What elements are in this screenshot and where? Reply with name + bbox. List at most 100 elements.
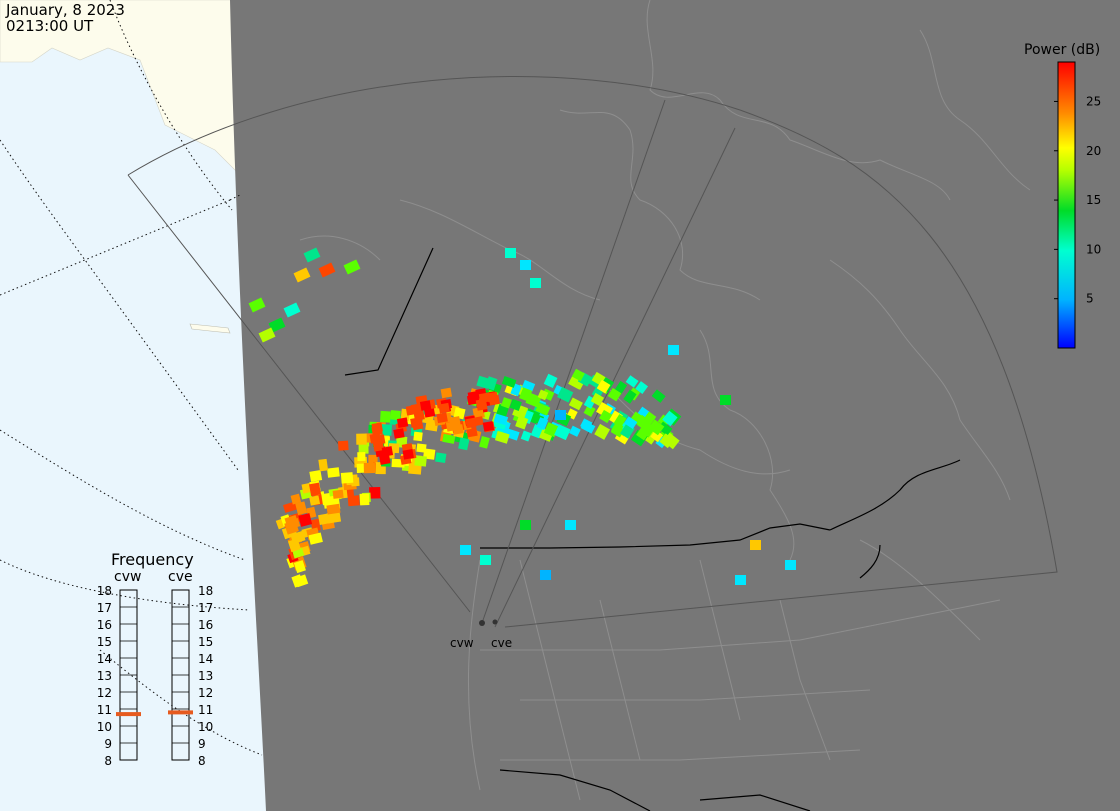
backscatter-cell <box>284 520 299 535</box>
backscatter-cell <box>520 520 531 530</box>
backscatter-cell <box>636 426 651 441</box>
backscatter-cell <box>258 327 276 343</box>
backscatter-cell <box>536 417 549 431</box>
backscatter-cell <box>357 452 366 462</box>
backscatter-cell <box>442 433 456 444</box>
frequency-scale-label: 9 <box>104 737 112 751</box>
colorbar-gradient <box>1057 61 1076 349</box>
aleutian-island <box>189 323 231 334</box>
frequency-label-cve: cve <box>168 569 193 585</box>
backscatter-cell <box>308 532 323 545</box>
frequency-scale-label: 9 <box>198 737 206 751</box>
backscatter-cell <box>381 446 394 457</box>
backscatter-cell <box>295 501 308 516</box>
backscatter-cell <box>520 430 532 442</box>
radar-site-marker-cve <box>492 619 498 625</box>
frequency-scale-label: 18 <box>198 584 213 598</box>
backscatter-cell <box>494 430 510 444</box>
backscatter-cell <box>369 486 381 499</box>
backscatter-cell <box>482 421 495 432</box>
backscatter-cell <box>413 431 423 442</box>
backscatter-cell <box>596 379 611 394</box>
backscatter-cell <box>372 441 385 452</box>
backscatter-cell <box>379 454 391 465</box>
backscatter-cell <box>480 555 491 565</box>
backscatter-cell <box>785 560 796 570</box>
backscatter-cell <box>659 433 675 449</box>
backscatter-cell <box>326 511 342 524</box>
frequency-indicator-cve <box>168 710 193 715</box>
backscatter-cell <box>337 440 349 451</box>
backscatter-cell <box>347 495 360 507</box>
backscatter-cell <box>479 436 490 449</box>
backscatter-cell <box>309 482 322 497</box>
frequency-scale-label: 13 <box>97 669 112 683</box>
colorbar-tick-label: 10 <box>1086 242 1101 256</box>
backscatter-cell <box>460 545 471 555</box>
backscatter-cell <box>509 398 522 411</box>
backscatter-cell <box>452 424 464 435</box>
backscatter-cell <box>540 570 551 580</box>
backscatter-cell <box>318 262 336 278</box>
backscatter-cell <box>543 373 558 389</box>
backscatter-cell <box>515 415 529 430</box>
frequency-scale-label: 10 <box>97 720 112 734</box>
backscatter-cell <box>501 397 512 409</box>
backscatter-cell <box>662 410 678 427</box>
frequency-scale-label: 15 <box>198 635 213 649</box>
backscatter-cell <box>623 416 638 429</box>
backscatter-cell <box>293 267 311 283</box>
radar-site-marker-cvw <box>479 620 485 626</box>
frequency-title: Frequency <box>111 550 194 569</box>
colorbar-tick-label: 15 <box>1086 193 1101 207</box>
backscatter-cell <box>476 400 488 411</box>
geographic-outlines <box>299 0 1031 801</box>
backscatter-cell <box>493 413 509 426</box>
backscatter-cell <box>309 469 323 482</box>
frequency-indicator-cvw <box>116 712 141 717</box>
frequency-scale-label: 11 <box>198 703 213 717</box>
backscatter-cell <box>436 412 448 424</box>
backscatter-cell <box>599 409 613 424</box>
colorbar-tick-label: 25 <box>1086 94 1101 108</box>
backscatter-cell <box>294 574 309 588</box>
radar-sites: cvw cve <box>450 619 512 650</box>
frequency-label-cvw: cvw <box>114 569 141 585</box>
date-label: January, 8 2023 <box>5 1 125 19</box>
backscatter-cell <box>380 410 391 423</box>
backscatter-cell <box>396 417 409 429</box>
backscatter-cell <box>465 417 477 429</box>
backscatter-cell <box>571 368 585 382</box>
frequency-scale-label: 17 <box>198 601 213 615</box>
night-terminator-region <box>230 0 1120 811</box>
backscatter-cell <box>393 428 405 439</box>
backscatter-cell <box>750 540 761 550</box>
backscatter-cell <box>557 386 574 403</box>
backscatter-cell <box>422 414 434 424</box>
radar-site-label-cvw: cvw <box>450 636 474 650</box>
backscatter-cell <box>668 345 679 355</box>
backscatter-cell <box>635 381 649 394</box>
backscatter-cell <box>607 387 622 402</box>
frequency-scale-label: 13 <box>198 669 213 683</box>
backscatter-cell <box>419 400 432 411</box>
backscatter-cell <box>438 402 450 414</box>
backscatter-cell <box>449 416 461 427</box>
backscatter-cell <box>535 402 551 416</box>
backscatter-cell <box>359 493 370 506</box>
backscatter-cell <box>416 443 427 453</box>
backscatter-cell <box>466 426 478 438</box>
backscatter-cell <box>486 391 499 403</box>
backscatter-cell <box>402 449 414 460</box>
backscatter-cell <box>485 376 498 391</box>
political-borders <box>344 247 961 811</box>
backscatter-cell <box>340 472 354 484</box>
frequency-scale-label: 16 <box>198 618 213 632</box>
backscatter-cell <box>290 493 302 505</box>
backscatter-cell <box>625 375 639 388</box>
frequency-scale-label: 11 <box>97 703 112 717</box>
backscatter-cell <box>381 424 392 436</box>
backscatter-cell <box>410 403 423 414</box>
